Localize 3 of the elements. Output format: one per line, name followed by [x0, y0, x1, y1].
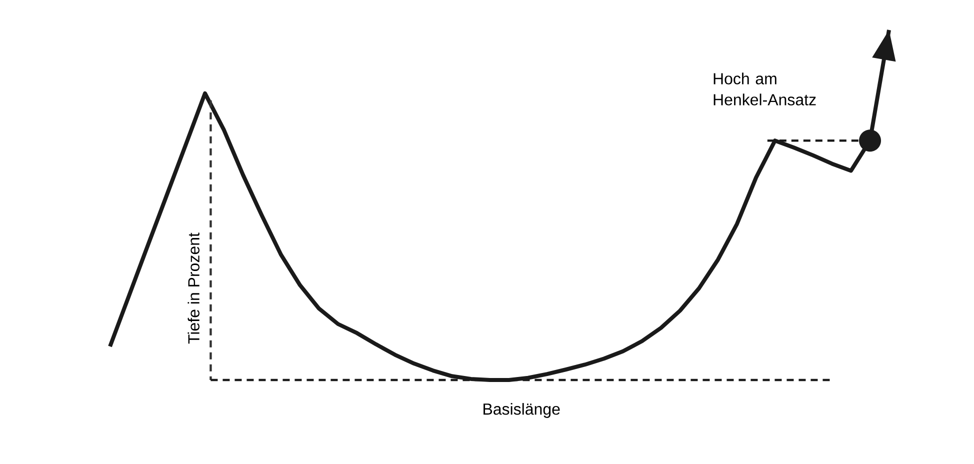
ref-line-label: Hoch am Henkel-Ansatz: [714, 72, 816, 106]
ref-line-label: Basislänge: [484, 403, 560, 418]
annotation: Tiefe in Prozent: [188, 232, 200, 344]
